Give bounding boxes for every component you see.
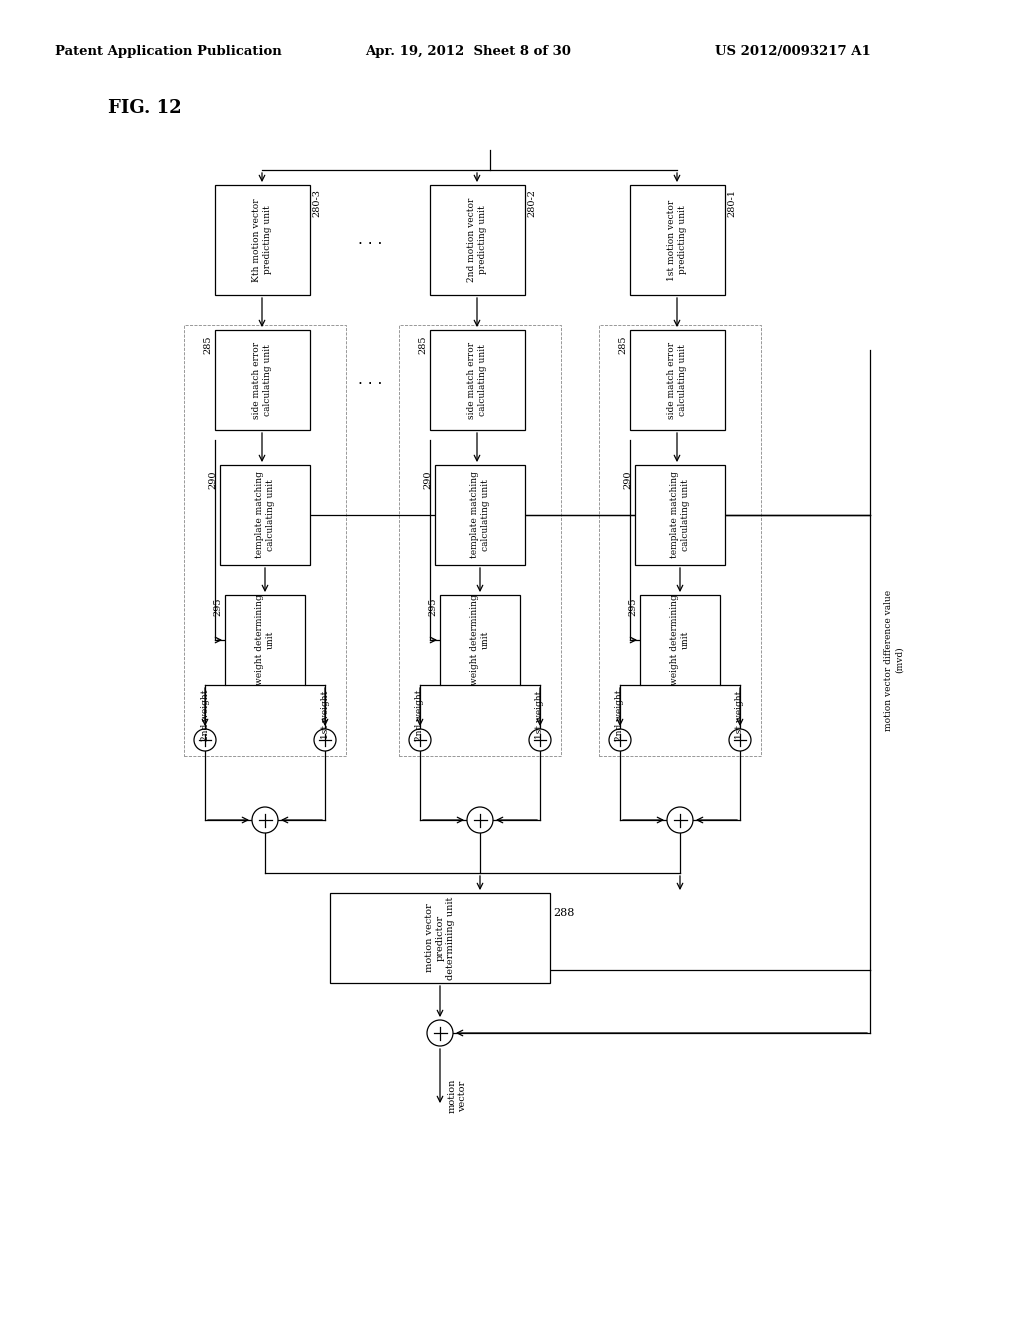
Text: . . .: . . .: [357, 372, 382, 388]
Text: template matching
calculating unit: template matching calculating unit: [470, 471, 489, 558]
Bar: [399, 325, 561, 756]
Text: 280-1: 280-1: [727, 189, 736, 216]
Bar: [435, 465, 525, 565]
Text: Apr. 19, 2012  Sheet 8 of 30: Apr. 19, 2012 Sheet 8 of 30: [365, 45, 570, 58]
Bar: [640, 595, 720, 685]
Text: motion vector difference value
(mvd): motion vector difference value (mvd): [884, 590, 903, 730]
Circle shape: [529, 729, 551, 751]
Text: 290: 290: [208, 471, 217, 490]
Bar: [220, 465, 310, 565]
Text: 2nd motion vector
predicting unit: 2nd motion vector predicting unit: [467, 198, 486, 282]
Text: 288: 288: [553, 908, 574, 917]
Bar: [635, 465, 725, 565]
Text: 1st weight: 1st weight: [321, 690, 330, 739]
Bar: [330, 894, 550, 983]
Text: 2nd weight: 2nd weight: [416, 689, 425, 741]
Ellipse shape: [427, 1020, 453, 1045]
Text: . . .: . . .: [357, 232, 382, 248]
Ellipse shape: [467, 807, 493, 833]
Text: 1st weight: 1st weight: [735, 690, 744, 739]
Text: 290: 290: [423, 471, 432, 490]
Text: side match error
calculating unit: side match error calculating unit: [252, 342, 271, 418]
Circle shape: [194, 729, 216, 751]
Text: FIG. 12: FIG. 12: [108, 99, 181, 117]
Text: weight determining
unit: weight determining unit: [671, 594, 690, 685]
Circle shape: [729, 729, 751, 751]
Ellipse shape: [667, 807, 693, 833]
Text: 295: 295: [213, 598, 222, 616]
Circle shape: [314, 729, 336, 751]
Text: side match error
calculating unit: side match error calculating unit: [467, 342, 486, 418]
Text: motion
vector: motion vector: [449, 1078, 467, 1113]
Text: 285: 285: [418, 335, 427, 354]
Text: motion vector
predictor
determining unit: motion vector predictor determining unit: [425, 896, 455, 979]
Text: 295: 295: [628, 598, 637, 616]
Bar: [440, 595, 520, 685]
Text: 1st weight: 1st weight: [536, 690, 545, 739]
Text: 290: 290: [623, 471, 632, 490]
Text: 285: 285: [203, 335, 212, 354]
Text: Patent Application Publication: Patent Application Publication: [55, 45, 282, 58]
Bar: [184, 325, 346, 756]
Text: weight determining
unit: weight determining unit: [255, 594, 274, 685]
Text: weight determining
unit: weight determining unit: [470, 594, 489, 685]
Circle shape: [609, 729, 631, 751]
Text: 280-2: 280-2: [527, 189, 536, 216]
Text: 295: 295: [428, 598, 437, 616]
Text: 1st motion vector
predicting unit: 1st motion vector predicting unit: [668, 199, 687, 281]
Circle shape: [409, 729, 431, 751]
Bar: [630, 185, 725, 294]
Text: US 2012/0093217 A1: US 2012/0093217 A1: [715, 45, 870, 58]
Text: 280-3: 280-3: [312, 189, 321, 216]
Text: template matching
calculating unit: template matching calculating unit: [671, 471, 690, 558]
Text: 285: 285: [618, 335, 627, 354]
Bar: [225, 595, 305, 685]
Bar: [630, 330, 725, 430]
Text: template matching
calculating unit: template matching calculating unit: [255, 471, 274, 558]
Text: side match error
calculating unit: side match error calculating unit: [668, 342, 687, 418]
Bar: [215, 330, 310, 430]
Text: 2nd weight: 2nd weight: [615, 689, 625, 741]
Bar: [599, 325, 761, 756]
Bar: [215, 185, 310, 294]
Ellipse shape: [252, 807, 278, 833]
Text: 2nd weight: 2nd weight: [201, 689, 210, 741]
Bar: [430, 330, 525, 430]
Bar: [430, 185, 525, 294]
Text: Kth motion vector
predicting unit: Kth motion vector predicting unit: [252, 198, 271, 281]
